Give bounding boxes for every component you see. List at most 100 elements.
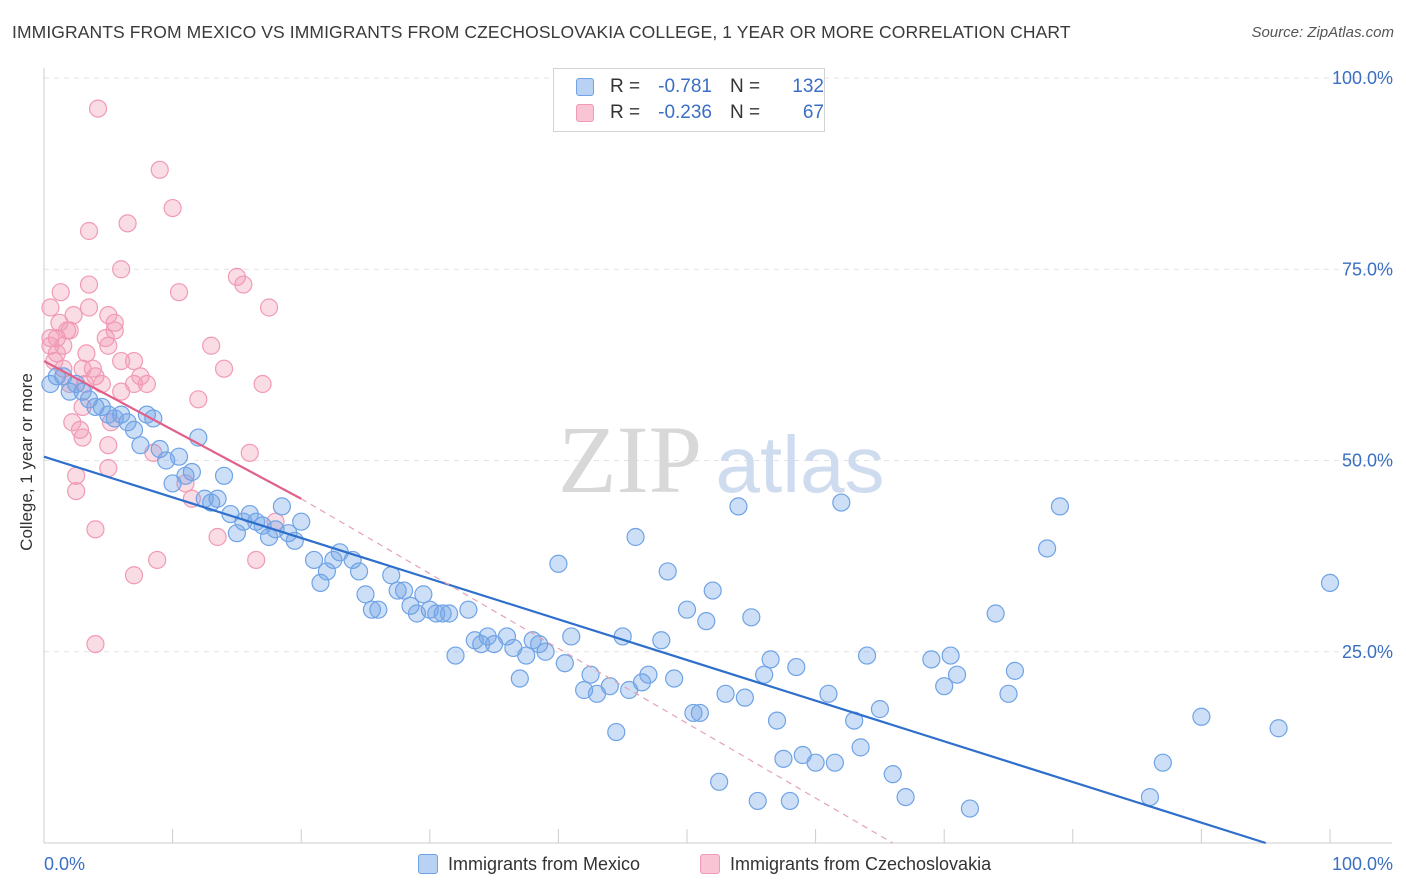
czech-point bbox=[79, 221, 99, 241]
mexico-point bbox=[600, 677, 619, 696]
legend-swatch-czech bbox=[576, 104, 594, 122]
mexico-point bbox=[697, 612, 716, 631]
legend-n-label: N = bbox=[730, 102, 761, 123]
legend-row-mexico: R = -0.781 N = 132 bbox=[576, 74, 824, 100]
czech-point bbox=[259, 298, 279, 317]
chart-title: IMMIGRANTS FROM MEXICO VS IMMIGRANTS FRO… bbox=[12, 22, 1071, 42]
bottom-legend-mexico[interactable]: Immigrants from Mexico bbox=[418, 852, 640, 876]
mexico-point bbox=[742, 608, 761, 627]
czech-point bbox=[253, 374, 272, 394]
mexico-point bbox=[510, 669, 529, 688]
mexico-point bbox=[755, 665, 774, 684]
czech-point bbox=[234, 275, 253, 294]
czech-point bbox=[96, 329, 115, 348]
y-axis-label: College, 1 year or more bbox=[17, 373, 36, 551]
mexico-point bbox=[947, 665, 967, 684]
czech-point bbox=[118, 214, 137, 233]
mexico-point bbox=[227, 524, 246, 543]
czech-point bbox=[64, 306, 83, 325]
mexico-point bbox=[806, 753, 825, 772]
mexico-point bbox=[960, 799, 980, 818]
mexico-point bbox=[362, 600, 382, 619]
trend-line-czech bbox=[43, 360, 302, 500]
czech-point bbox=[79, 275, 99, 294]
watermark-zip: ZIP bbox=[558, 406, 702, 513]
mexico-point bbox=[555, 654, 574, 673]
mexico-point bbox=[832, 493, 851, 512]
czech-point bbox=[88, 99, 108, 118]
mexico-point bbox=[549, 554, 568, 573]
mexico-point bbox=[774, 749, 793, 768]
mexico-point bbox=[819, 684, 838, 703]
trend-line-czech-extension bbox=[300, 498, 894, 844]
czech-point bbox=[105, 313, 124, 332]
mexico-point bbox=[626, 527, 645, 547]
mexico-point bbox=[124, 420, 144, 439]
legend-r-value-czech: -0.236 bbox=[658, 102, 712, 123]
source-label: Source: ZipAtlas.com bbox=[1251, 24, 1394, 41]
czech-point bbox=[240, 443, 259, 462]
mexico-point bbox=[536, 642, 555, 661]
mexico-point bbox=[433, 604, 452, 623]
bottom-legend-swatch-mexico bbox=[418, 854, 438, 874]
czech-points bbox=[41, 99, 285, 654]
trend-line-mexico bbox=[43, 455, 1267, 845]
czech-point bbox=[189, 390, 208, 409]
mexico-point bbox=[729, 497, 748, 516]
mexico-point bbox=[497, 627, 517, 646]
czech-point bbox=[112, 260, 131, 279]
y-tick-label: 100.0% bbox=[1332, 68, 1393, 88]
mexico-point bbox=[292, 512, 311, 531]
mexico-point bbox=[459, 600, 478, 619]
mexico-point bbox=[825, 753, 844, 772]
mexico-point bbox=[665, 669, 684, 688]
czech-point bbox=[150, 160, 169, 179]
legend-n-label: N = bbox=[730, 76, 761, 97]
mexico-point bbox=[349, 562, 369, 581]
mexico-point bbox=[735, 688, 754, 707]
czech-point bbox=[137, 374, 156, 394]
mexico-point bbox=[517, 646, 536, 665]
mexico-point bbox=[639, 665, 658, 684]
y-tick-label: 25.0% bbox=[1342, 642, 1393, 662]
mexico-point bbox=[304, 550, 324, 570]
czech-point bbox=[51, 283, 70, 302]
czech-point bbox=[63, 413, 82, 432]
mexico-point bbox=[356, 585, 375, 604]
legend-row-czech: R = -0.236 N = 67 bbox=[576, 100, 824, 126]
czech-point bbox=[86, 634, 105, 654]
mexico-point bbox=[317, 562, 337, 581]
czech-point bbox=[86, 520, 105, 539]
mexico-point bbox=[1140, 787, 1160, 807]
mexico-point bbox=[1005, 661, 1025, 680]
mexico-point bbox=[1320, 573, 1340, 593]
czech-point bbox=[99, 436, 118, 455]
mexico-point bbox=[999, 684, 1018, 703]
mexico-point bbox=[388, 581, 407, 600]
mexico-point bbox=[787, 657, 806, 677]
mexico-point bbox=[414, 585, 433, 604]
czech-point bbox=[124, 566, 144, 585]
czech-point bbox=[247, 550, 266, 570]
mexico-point bbox=[748, 791, 767, 811]
mexico-point bbox=[780, 791, 799, 811]
trend-lines bbox=[43, 360, 1267, 845]
mexico-point bbox=[851, 738, 870, 757]
legend-n-value-czech: 67 bbox=[802, 102, 824, 123]
x-tick-label: 0.0% bbox=[44, 854, 85, 874]
mexico-point bbox=[439, 604, 459, 623]
mexico-point bbox=[562, 627, 581, 646]
czech-point bbox=[112, 351, 131, 371]
mexico-point bbox=[922, 650, 941, 669]
x-tick-label: 100.0% bbox=[1332, 854, 1393, 874]
mexico-point bbox=[716, 684, 735, 703]
czech-point bbox=[77, 344, 96, 363]
mexico-point bbox=[394, 581, 414, 600]
legend-swatch-mexico bbox=[576, 78, 594, 96]
mexico-point bbox=[690, 703, 709, 723]
mexico-point bbox=[581, 665, 600, 684]
bottom-legend-czech[interactable]: Immigrants from Czechoslovakia bbox=[700, 852, 991, 876]
mexico-point bbox=[446, 646, 465, 665]
mexico-point bbox=[150, 439, 169, 459]
